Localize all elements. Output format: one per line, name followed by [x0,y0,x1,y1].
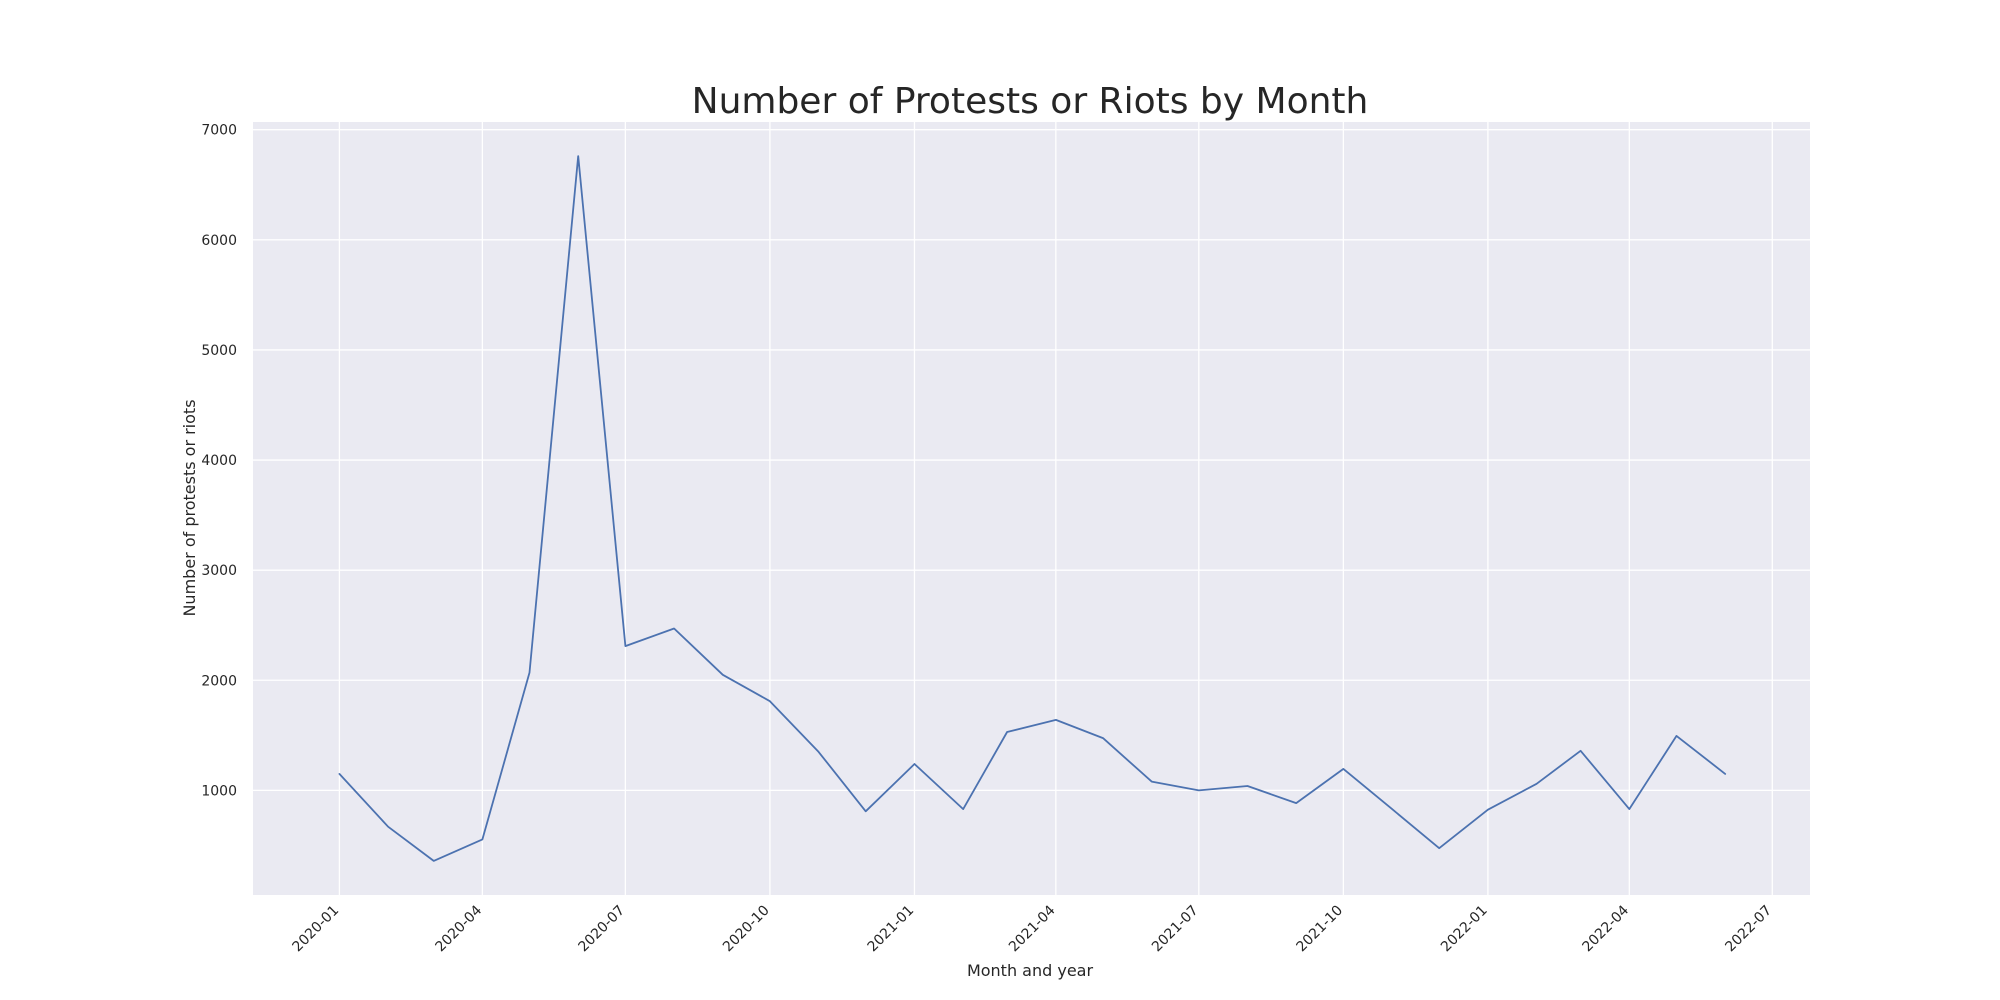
series-layer [338,155,1727,862]
x-tick-label: 2022-04 [1579,902,1632,955]
x-tick-label: 2020-04 [433,902,486,955]
x-axis-label: Month and year [967,961,1094,980]
x-tick-label: 2022-07 [1722,903,1775,956]
y-tick-label: 6000 [201,233,237,249]
x-tick-label: 2021-04 [1006,902,1059,955]
y-tick-label: 3000 [201,563,237,579]
x-tick-label: 2021-01 [865,903,918,956]
series-line [338,155,1727,862]
x-tick-label: 2021-10 [1294,903,1347,956]
y-tick-label: 4000 [201,453,237,469]
x-tick-label: 2020-10 [720,903,773,956]
y-axis-ticks: 1000 2000 3000 4000 5000 6000 7000 [201,123,237,800]
x-tick-label: 2020-01 [290,903,343,956]
y-tick-label: 2000 [201,673,237,689]
y-tick-label: 1000 [201,783,237,799]
grid-lines [253,122,1810,895]
y-tick-label: 7000 [201,123,237,139]
y-tick-label: 5000 [201,343,237,359]
x-tick-label: 2021-07 [1149,903,1202,956]
y-axis-label: Number of protests or riots [180,399,199,616]
chart-title: Number of Protests or Riots by Month [692,81,1369,122]
plot-area [253,122,1810,895]
x-tick-label: 2022-01 [1438,903,1491,956]
x-tick-label: 2020-07 [576,903,629,956]
x-axis-ticks: 2020-01 2020-04 2020-07 2020-10 2021-01 2021-… [290,902,1776,955]
